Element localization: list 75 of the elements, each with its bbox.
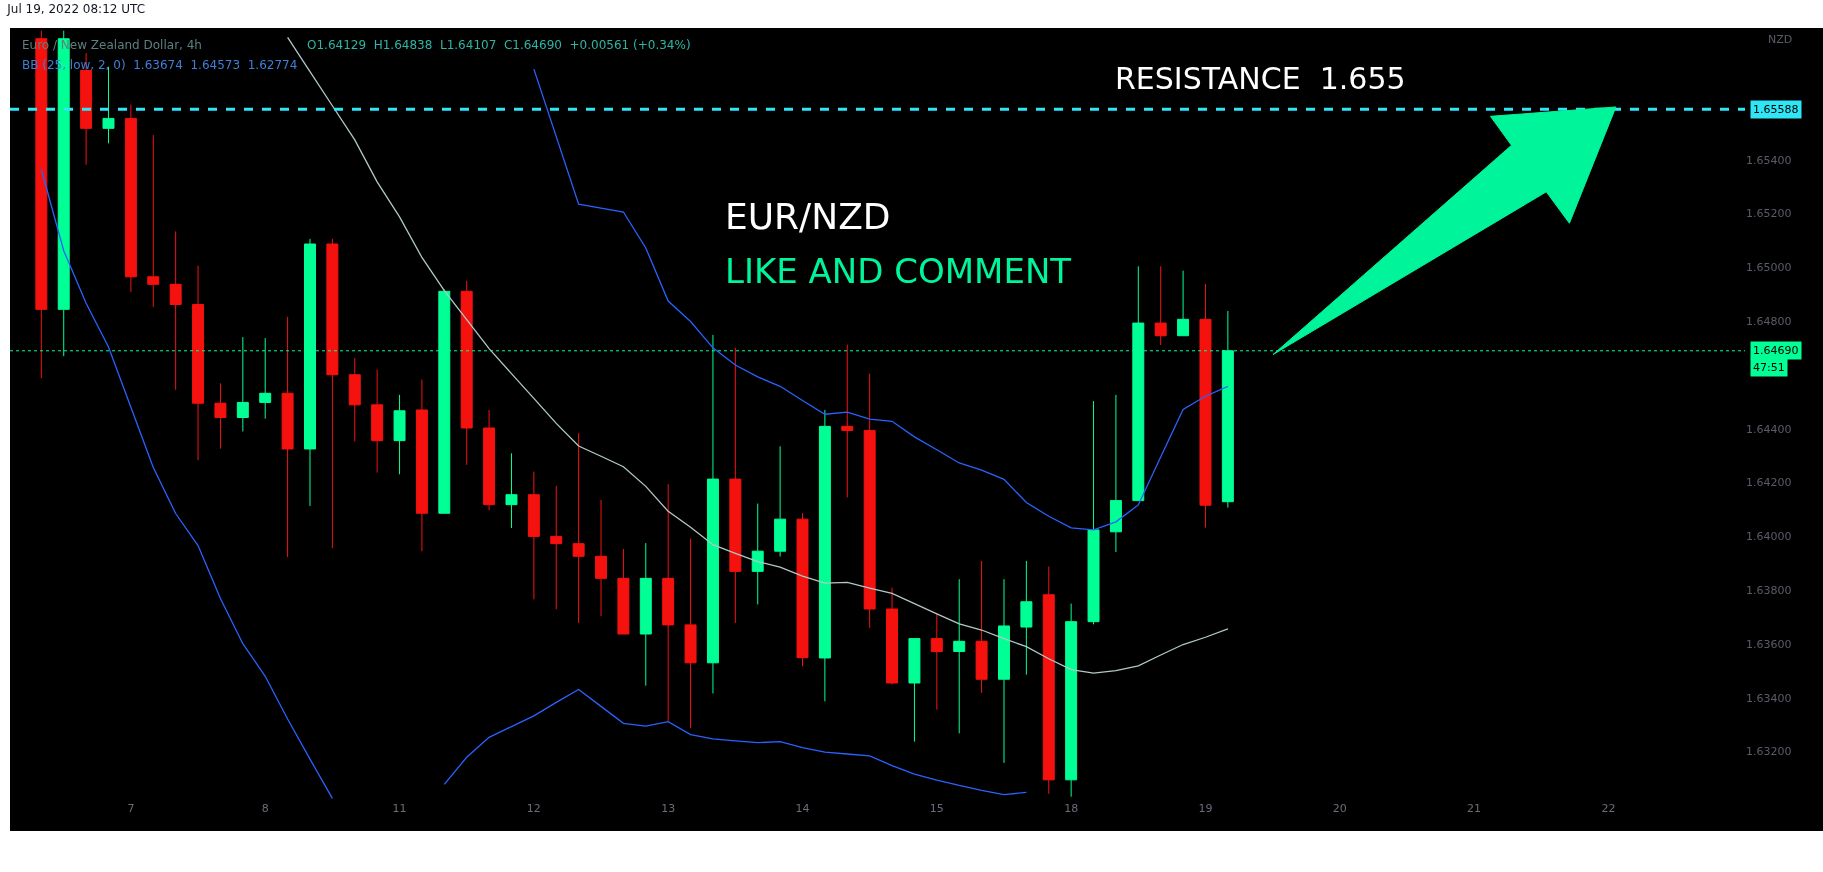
candlestick [1109, 394, 1122, 553]
y-tick-label: 1.63600 [1746, 637, 1792, 651]
y-tick-label: 1.65000 [1746, 261, 1792, 275]
x-tick-label: 13 [661, 802, 676, 815]
y-tick-label: 1.64800 [1746, 315, 1792, 329]
x-tick-label: 21 [1467, 802, 1482, 815]
chart-title: Jul 19, 2022 08:12 UTC [6, 1, 146, 16]
candlestick [483, 409, 496, 511]
candlestick [415, 379, 428, 552]
y-tick-label: 1.65400 [1746, 153, 1792, 167]
annotation: LIKE AND COMMENT [725, 251, 1072, 291]
candlestick [169, 230, 182, 391]
candlestick [214, 382, 227, 450]
candlestick [975, 560, 988, 694]
candlestick [774, 445, 787, 558]
candlestick [595, 499, 607, 617]
candlestick [550, 485, 563, 610]
candlestick [953, 578, 966, 734]
y-tick-label: 1.63800 [1746, 584, 1792, 598]
y-tick-label: 1.63200 [1746, 745, 1792, 759]
candlestick [639, 542, 652, 687]
candlestick [1065, 603, 1078, 798]
y-axis-title: NZD [1768, 33, 1793, 46]
candlestick [841, 344, 854, 498]
candlestick [281, 316, 294, 558]
x-tick-label: 12 [526, 802, 541, 815]
candlestick [662, 483, 675, 723]
candlestick [729, 347, 742, 624]
candlestick [1154, 265, 1167, 346]
candlestick [147, 134, 160, 308]
candlestick [617, 548, 630, 635]
candlestick [192, 265, 205, 461]
y-tick-label: 1.65200 [1746, 207, 1792, 221]
x-tick-label: 18 [1064, 802, 1079, 815]
y-tick-label: 1.64400 [1746, 422, 1792, 436]
candlestick [751, 503, 764, 605]
candlestick [1020, 560, 1033, 676]
annotation: O1.64129 H1.64838 L1.64107 C1.64690 +0.00561 (+0.34%) [307, 38, 691, 52]
y-tick-label: 1.63400 [1746, 691, 1792, 705]
candlestick [527, 471, 540, 600]
candlestick [1199, 283, 1212, 529]
candlestick [572, 432, 585, 624]
candlestick [326, 238, 339, 549]
y-tick-label: 1.64000 [1746, 530, 1792, 544]
x-tick-label: 7 [127, 802, 135, 815]
candlestick [886, 587, 899, 686]
candlestick [348, 357, 361, 442]
candlestick [1177, 270, 1190, 337]
x-tick-label: 15 [929, 802, 944, 815]
annotation: RESISTANCE 1.655 [1115, 61, 1406, 96]
annotation: EUR/NZD [725, 196, 891, 237]
candlestick [124, 104, 137, 293]
x-tick-label: 20 [1332, 802, 1347, 815]
candlestick [818, 409, 831, 702]
candlestick [393, 394, 406, 475]
text: 47:51 [1753, 361, 1785, 374]
x-tick-label: 22 [1601, 802, 1616, 815]
ref-line-label: 1.64690 [1753, 344, 1799, 357]
candlestick [998, 578, 1010, 764]
x-tick-label: 19 [1198, 802, 1213, 815]
y-tick-label: 1.64200 [1746, 476, 1792, 490]
candlestick [908, 638, 921, 743]
x-tick-label: 14 [795, 802, 810, 815]
candlestick [1042, 566, 1055, 795]
candlestick [684, 538, 697, 729]
candlestick [930, 613, 943, 711]
candlestick [460, 280, 473, 466]
candlestick [1087, 400, 1100, 625]
candlestick [371, 369, 384, 474]
ref-line-label: 1.65588 [1753, 103, 1799, 116]
candlestick [796, 512, 809, 667]
x-tick-label: 11 [392, 802, 407, 815]
candlestick [863, 373, 876, 629]
candlestick [505, 452, 518, 529]
x-tick-label: 8 [261, 802, 269, 815]
